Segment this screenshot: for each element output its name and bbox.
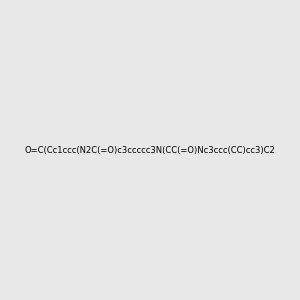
Text: O=C(Cc1ccc(N2C(=O)c3ccccc3N(CC(=O)Nc3ccc(CC)cc3)C2: O=C(Cc1ccc(N2C(=O)c3ccccc3N(CC(=O)Nc3ccc… <box>25 146 275 154</box>
